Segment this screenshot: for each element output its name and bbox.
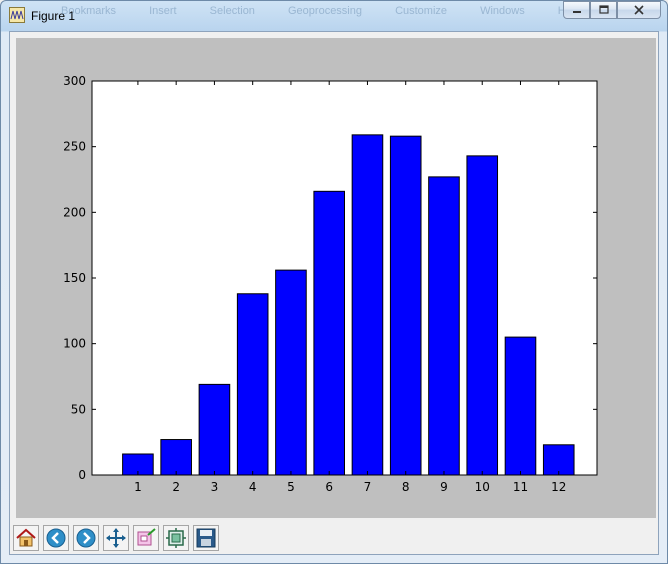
subplots-config-icon <box>166 528 186 548</box>
pan-move-icon <box>106 528 126 548</box>
close-button[interactable] <box>617 1 661 19</box>
ghost-menu-item: Insert <box>149 5 177 17</box>
save-disk-icon <box>196 528 216 548</box>
matplotlib-app-icon <box>9 7 25 23</box>
x-tick-label: 5 <box>287 480 295 494</box>
ghost-menu-item: Geoprocessing <box>288 5 362 17</box>
figure-client-area: 0 50 100 150 200 250 300 1 2 3 4 5 6 7 8 9 10 11 12 <box>9 31 659 555</box>
x-tick-label: 12 <box>551 480 566 494</box>
y-axis-ticks: 0 50 100 150 200 250 300 <box>63 74 597 482</box>
save-button[interactable] <box>193 525 219 551</box>
x-tick-label: 10 <box>475 480 490 494</box>
x-tick-label: 7 <box>364 480 372 494</box>
x-tick-label: 3 <box>211 480 219 494</box>
y-tick-label: 0 <box>78 468 86 482</box>
forward-button[interactable] <box>73 525 99 551</box>
ghost-menu-item: Selection <box>209 5 255 17</box>
x-tick-label: 6 <box>325 480 333 494</box>
y-tick-label: 200 <box>63 205 86 219</box>
caption-buttons <box>563 1 661 19</box>
y-tick-label: 50 <box>71 402 86 416</box>
zoom-rect-icon <box>137 528 156 546</box>
bar-series <box>122 134 575 476</box>
bar-7 <box>351 134 384 476</box>
zoom-button[interactable] <box>133 525 159 551</box>
bar-6 <box>313 190 346 476</box>
close-icon <box>634 5 644 15</box>
y-tick-label: 250 <box>63 140 86 154</box>
forward-arrow-icon <box>76 528 96 548</box>
x-axis-ticks: 1 2 3 4 5 6 7 8 9 10 11 12 <box>134 81 566 494</box>
figure-canvas[interactable]: 0 50 100 150 200 250 300 1 2 3 4 5 6 7 8 9 10 11 12 <box>16 38 656 518</box>
ghost-menu-item: Windows <box>480 5 525 17</box>
x-tick-label: 8 <box>402 480 410 494</box>
bar-8 <box>389 135 422 476</box>
y-tick-label: 150 <box>63 271 86 285</box>
bar-5 <box>275 269 307 476</box>
x-tick-label: 9 <box>440 480 448 494</box>
axes-frame <box>91 80 598 476</box>
subplots-button[interactable] <box>163 525 189 551</box>
y-tick-label: 100 <box>63 337 86 351</box>
ghost-menu-item: Customize <box>395 5 448 17</box>
y-tick-label: 300 <box>63 74 86 88</box>
back-button[interactable] <box>43 525 69 551</box>
bar-12 <box>542 444 575 476</box>
home-icon <box>16 528 36 547</box>
x-tick-label: 1 <box>134 480 142 494</box>
x-tick-label: 4 <box>249 480 257 494</box>
navigation-toolbar <box>13 525 223 553</box>
x-tick-label: 11 <box>513 480 528 494</box>
window-title: Figure 1 <box>31 9 76 23</box>
bar-4 <box>236 293 269 476</box>
bar-9 <box>428 176 460 476</box>
maximize-icon <box>598 5 609 14</box>
background-app-menu: Bookmarks Insert Selection Geoprocessing… <box>61 5 610 17</box>
bar-3 <box>198 383 231 476</box>
back-arrow-icon <box>46 528 66 548</box>
minimize-icon <box>572 11 581 13</box>
x-tick-label: 2 <box>172 480 180 494</box>
pan-button[interactable] <box>103 525 129 551</box>
maximize-button[interactable] <box>590 1 617 19</box>
bar-11 <box>504 336 537 476</box>
bar-2 <box>160 439 192 476</box>
bar-10 <box>466 155 499 476</box>
title-bar[interactable]: Figure 1 Bookmarks Insert Selection Geop… <box>1 1 667 31</box>
ghost-menu-item: Bookmarks <box>61 5 117 17</box>
home-button[interactable] <box>13 525 39 551</box>
minimize-button[interactable] <box>563 1 590 19</box>
